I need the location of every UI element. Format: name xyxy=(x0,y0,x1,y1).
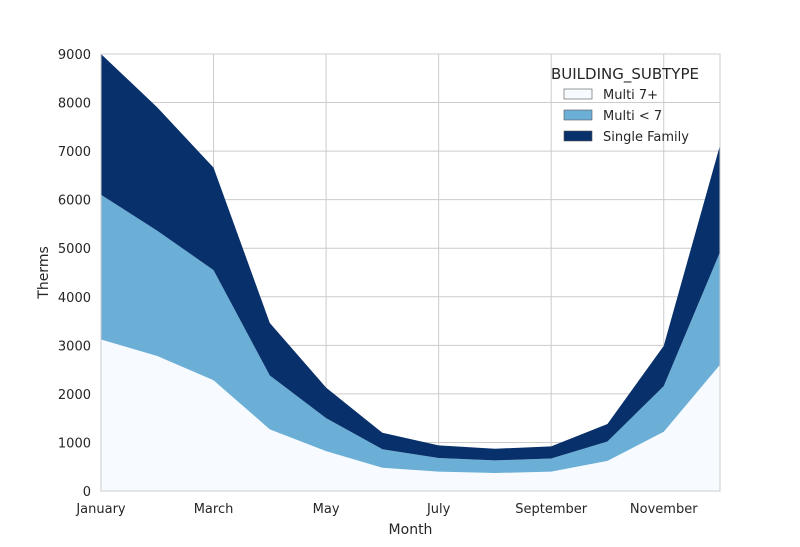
y-tick-label: 2000 xyxy=(58,388,91,403)
y-tick-label: 8000 xyxy=(58,97,91,112)
y-tick-label: 4000 xyxy=(58,291,91,306)
y-tick-label: 3000 xyxy=(58,339,91,354)
y-axis-label: Therms xyxy=(36,246,52,299)
x-tick-label: May xyxy=(313,502,340,517)
y-tick-label: 0 xyxy=(83,485,91,500)
area-multi-7- xyxy=(101,339,720,491)
legend-label: Multi 7+ xyxy=(603,88,658,103)
x-tick-label: September xyxy=(515,502,588,517)
y-tick-label: 7000 xyxy=(58,145,91,160)
x-tick-label: July xyxy=(426,502,451,517)
legend-label: Multi < 7 xyxy=(603,109,662,124)
y-tick-label: 5000 xyxy=(58,242,91,257)
x-axis-label: Month xyxy=(389,522,433,538)
x-tick-label: January xyxy=(75,502,126,517)
y-tick-labels: 0 1000 2000 3000 4000 5000 6000 7000 8000 9000 xyxy=(58,48,91,500)
area-multi-7 xyxy=(101,194,720,474)
x-tick-label: November xyxy=(630,502,698,517)
legend-swatch xyxy=(563,88,593,100)
y-tick-label: 1000 xyxy=(58,436,91,451)
legend-swatch xyxy=(563,130,593,142)
x-tick-labels: January March May July September November xyxy=(75,502,698,517)
legend: BUILDING_SUBTYPE Multi 7+ Multi < 7 Single… xyxy=(551,65,699,145)
y-tick-label: 6000 xyxy=(58,194,91,209)
plot-frame xyxy=(100,53,721,492)
x-tick-label: March xyxy=(194,502,234,517)
legend-title: BUILDING_SUBTYPE xyxy=(551,65,699,84)
area-series xyxy=(101,54,720,491)
legend-label: Single Family xyxy=(603,130,689,145)
legend-swatch xyxy=(563,109,593,121)
area-single-family xyxy=(101,54,720,461)
y-tick-label: 9000 xyxy=(58,48,91,63)
